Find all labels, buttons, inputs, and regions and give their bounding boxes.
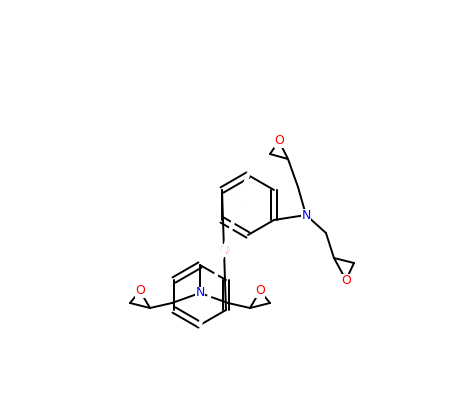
Text: O: O xyxy=(218,243,229,257)
Text: O: O xyxy=(274,134,283,147)
Text: O: O xyxy=(135,285,145,297)
Text: O: O xyxy=(254,285,264,297)
Text: O: O xyxy=(218,243,229,257)
Text: O: O xyxy=(218,243,229,257)
Text: O: O xyxy=(340,274,350,286)
Text: N: N xyxy=(195,286,204,300)
Text: N: N xyxy=(301,208,310,222)
